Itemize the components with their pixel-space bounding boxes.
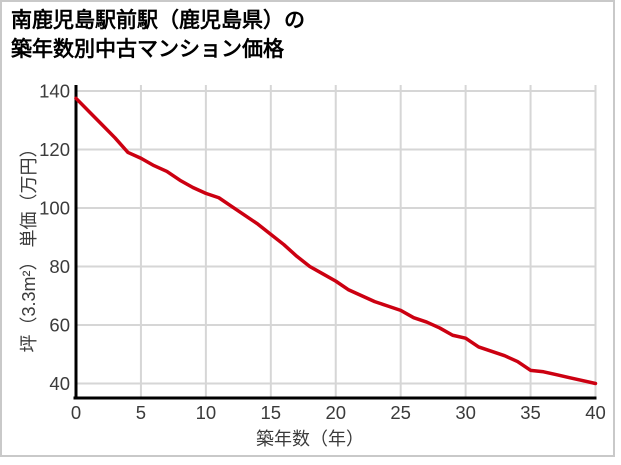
chart-title-line2: 築年数別中古マンション価格 bbox=[11, 38, 284, 61]
y-axis-title: 坪（3.3m²） 単価（万円） bbox=[19, 139, 39, 353]
y-tick-label: 140 bbox=[39, 81, 70, 102]
price-line bbox=[74, 96, 598, 386]
y-tick-label: 100 bbox=[39, 198, 70, 219]
page-frame bbox=[0, 0, 615, 457]
x-tick-label: 25 bbox=[390, 402, 411, 423]
chart-title-line1: 南鹿児島駅前駅（鹿児島県）の bbox=[11, 9, 305, 32]
x-axis-title: 築年数（年） bbox=[256, 429, 364, 449]
x-tick-label: 35 bbox=[520, 402, 541, 423]
x-tick-label: 30 bbox=[455, 402, 476, 423]
x-tick-label: 10 bbox=[196, 402, 217, 423]
x-tick-label: 20 bbox=[325, 402, 346, 423]
y-tick-label: 40 bbox=[49, 373, 70, 394]
y-tick-label: 80 bbox=[49, 256, 70, 277]
x-tick-label: 5 bbox=[136, 402, 146, 423]
x-tick-label: 15 bbox=[261, 402, 282, 423]
y-tick-label: 120 bbox=[39, 139, 70, 160]
chart-title: 南鹿児島駅前駅（鹿児島県）の 築年数別中古マンション価格 bbox=[11, 6, 305, 64]
x-tick-label: 0 bbox=[71, 402, 81, 423]
x-tick-label: 40 bbox=[585, 402, 606, 423]
y-tick-label: 60 bbox=[49, 315, 70, 336]
